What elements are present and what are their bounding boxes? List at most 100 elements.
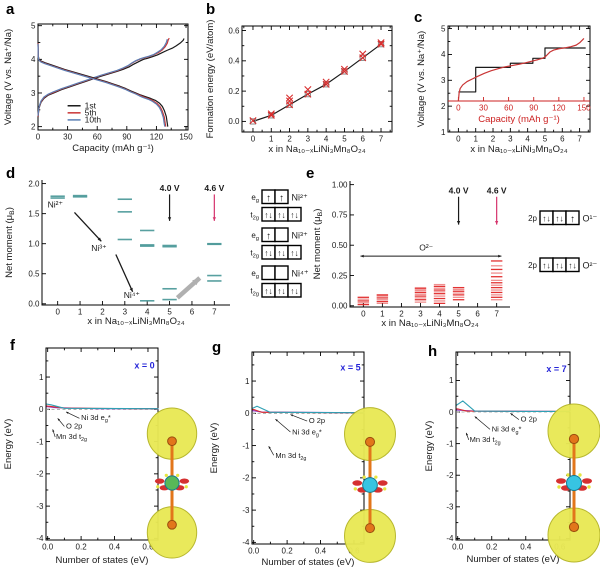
y-tick-label: 0.5 — [28, 270, 40, 279]
x-tick-label: 2 — [287, 135, 292, 144]
x-tick-label: 0.4 — [520, 543, 532, 552]
y-tick-label: -3 — [36, 502, 44, 511]
y-axis-label: Energy (eV) — [424, 421, 435, 472]
axial-oxygen-atom — [568, 433, 580, 445]
y-tick-label: -2 — [446, 471, 454, 480]
legend-label: 5th — [85, 108, 97, 118]
voltage-marker-label: 4.6 V — [487, 185, 507, 195]
x-tick-label: 2 — [491, 135, 496, 144]
annotation: Ni²⁺ — [48, 200, 63, 210]
y-tick-label: 2 — [31, 122, 36, 131]
y-tick-label: 1.5 — [28, 209, 40, 218]
panel-letter-e: e — [306, 165, 315, 182]
y-tick-label: 0 — [245, 409, 250, 418]
x-tick-label: 1 — [380, 310, 385, 319]
capacity-tick-label: 30 — [479, 103, 488, 112]
y-tick-label: -1 — [446, 439, 454, 448]
y-tick-label: 1 — [449, 376, 454, 385]
axial-oxygen-atom — [167, 519, 177, 530]
y-tick-label: -2 — [36, 470, 44, 479]
x-tick-label: 0 — [36, 133, 41, 142]
axial-oxygen-atom — [568, 521, 580, 533]
y-tick-label: 1.00 — [332, 180, 348, 189]
svg-text:↑↓: ↑↓ — [264, 210, 273, 220]
axes-box — [241, 25, 393, 133]
y-tick-label: 1 — [245, 377, 250, 386]
x-tick-label: 2 — [399, 310, 404, 319]
x-axis-label: Number of states (eV) — [56, 555, 149, 566]
y-tick-label: -4 — [36, 534, 44, 543]
x-tick-label: 4 — [437, 310, 442, 319]
y-tick-label: 4 — [31, 55, 36, 64]
svg-text:↑↓: ↑↓ — [264, 248, 273, 258]
equatorial-oxygen — [352, 480, 363, 486]
y-tick-label: -4 — [446, 534, 454, 543]
axes — [349, 181, 510, 308]
axes-box — [251, 351, 365, 545]
capacity-tick-label: 90 — [529, 103, 538, 112]
orbital-cell — [565, 257, 580, 273]
g-series-ni-3d-eg — [252, 405, 365, 414]
x-tick-label: 7 — [379, 135, 384, 144]
x-axis-label: x in Na₁₀₋ₓLiNi₃Mn₈O₂₄ — [87, 316, 184, 327]
x-axis-label: Number of states (eV) — [262, 557, 355, 568]
y-tick-label: -2 — [242, 474, 250, 483]
nio6-orbital-inset — [146, 407, 198, 559]
x-tick-label: 0.2 — [486, 543, 498, 552]
x-axis-label: x in Na₁₀₋ₓLiNi₃Mn₈O₂₄ — [268, 144, 365, 155]
axes-box — [37, 23, 189, 131]
voltage-marker-label: 4.0 V — [160, 183, 180, 193]
equatorial-oxygen — [377, 480, 388, 486]
x-tick-label: 7 — [494, 310, 499, 319]
y-tick-label: 0.0 — [28, 300, 40, 309]
orbital-row-label: eg — [251, 193, 259, 204]
annotation: Ni 3d eg* — [81, 413, 111, 424]
y-tick-label: 0.6 — [228, 26, 240, 35]
annotation: Ni 3d eg* — [492, 425, 522, 436]
orbital-row-label: t2g — [250, 287, 259, 298]
capacity-tick-label: 60 — [504, 103, 513, 112]
orbital-cell — [287, 244, 302, 260]
x-tick-label: 0 — [55, 308, 60, 317]
annotation: Mn 3d t2g — [56, 432, 87, 443]
a-series-discharge-10th — [37, 43, 166, 127]
axial-oxygen-atom — [364, 436, 376, 447]
panel-d-plot: 0 1 2 3 4 5 6 7 0.0 0.5 1.0 1.5 2.0 x in Na₁₀₋ₓLiNi₃M… — [4, 179, 230, 327]
annotation: Ni⁴⁺ — [124, 290, 140, 300]
y-axis-label: Voltage (V vs. Na⁺/Na) — [416, 31, 427, 127]
equatorial-oxygen — [179, 478, 190, 484]
equatorial-oxygen — [556, 478, 566, 484]
x-tick-label: 6 — [361, 135, 366, 144]
panel-a-plot: 0 30 60 90 120 150 2 3 4 5 Capacity (mAh g⁻¹) Volta… — [3, 21, 193, 154]
square-marker — [359, 54, 366, 61]
ion-label: Ni²⁺ — [292, 193, 308, 203]
y-tick-label: 3 — [441, 76, 446, 85]
b-series-ground-state-line — [252, 43, 382, 122]
voltage-marker-label: 4.6 V — [204, 183, 224, 193]
legend-label: 10th — [85, 115, 102, 125]
orbital-row-label: 2p — [528, 261, 537, 270]
square-marker — [377, 41, 385, 48]
a-series-discharge-1st — [37, 42, 169, 127]
svg-text:↑: ↑ — [279, 193, 284, 204]
x-tick-label: 3 — [123, 308, 128, 317]
y-tick-label: 0.4 — [228, 57, 240, 66]
nio6-orbital-inset — [344, 407, 396, 563]
svg-text:↑: ↑ — [266, 193, 271, 204]
x-tick-label: 3 — [306, 135, 311, 144]
y-tick-label: -1 — [36, 437, 44, 446]
x-tick-label: 4 — [145, 308, 150, 317]
square-marker — [268, 112, 275, 119]
orbital-cell — [274, 227, 289, 243]
x-tick-label: 1 — [269, 135, 274, 144]
y-tick-label: 2 — [441, 102, 446, 111]
capacity-tick-label: 150 — [577, 103, 591, 112]
x-tick-label: 5 — [543, 135, 548, 144]
a-series-charge-1st — [37, 38, 185, 118]
ion-label: O¹⁻ — [583, 214, 598, 224]
panel-f-plot: 0.0 0.2 0.4 0.6 -4 -3 -2 -1 0 1 Number of states (… — [3, 347, 159, 566]
annotation: Mn 3d t2g — [470, 435, 501, 446]
x-tick-label: 2 — [100, 308, 105, 317]
